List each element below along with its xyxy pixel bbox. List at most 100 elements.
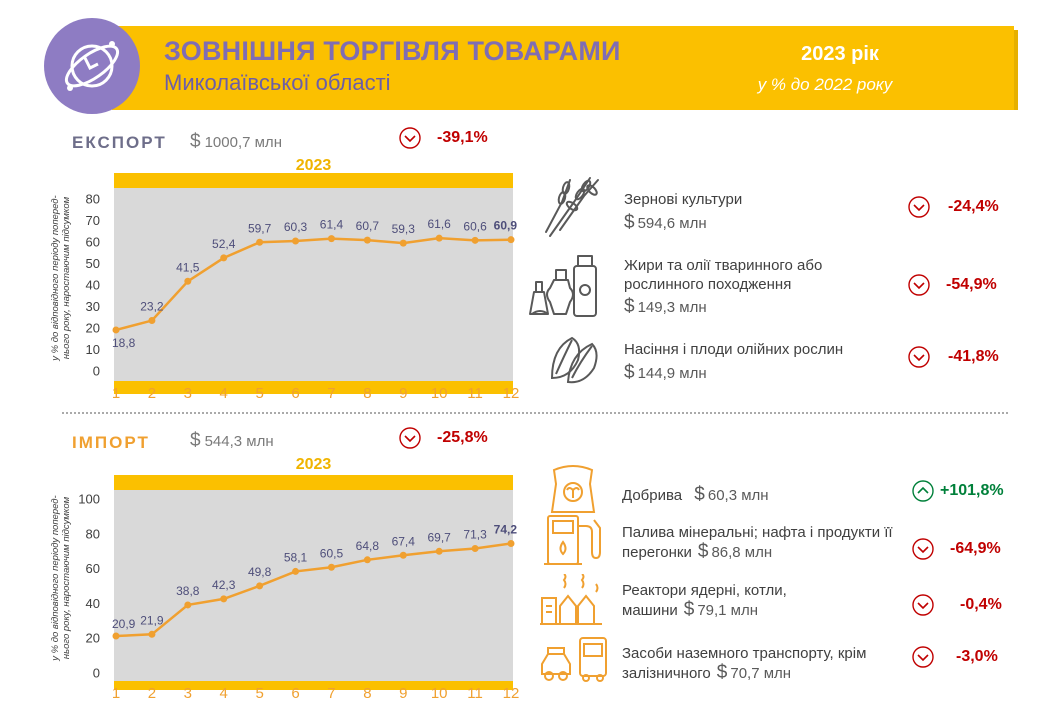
category-name: Жири та олії тваринного або рослинного п… [624, 257, 823, 293]
export-data-point [184, 277, 192, 285]
export-ytick-label: 40 [86, 278, 100, 293]
import-data-point [363, 556, 371, 564]
import-data-point [292, 567, 300, 575]
import-xtick-label: 5 [255, 685, 263, 702]
category-amount-value: 594,6 млн [637, 215, 707, 232]
category-amount: $70,7 млн [716, 662, 792, 683]
import-data-point [471, 545, 479, 553]
import-data-point [256, 582, 264, 590]
export-data-point [148, 317, 156, 325]
import-total: $544,3 млн [190, 430, 274, 452]
dollar-icon: $ [190, 131, 201, 152]
import-category-1: Добрива $60,3 млн [622, 485, 882, 505]
export-xtick-label: 1 [112, 385, 120, 402]
import-data-label: 69,7 [428, 530, 452, 544]
factory-icon [540, 574, 602, 625]
import-label: ІМПОРТ [72, 433, 150, 452]
category-amount-value: 144,9 млн [637, 365, 707, 382]
export-data-point [507, 236, 515, 244]
page-subtitle: Миколаївської області [164, 70, 391, 95]
dollar-icon: $ [190, 430, 201, 451]
category-change: -24,4% [948, 198, 999, 215]
export-xtick-label: 12 [503, 385, 520, 402]
category-amount-value: 60,3 млн [707, 487, 769, 504]
category-amount: $149,3 млн [624, 297, 884, 317]
export-data-label: 23,2 [140, 300, 164, 314]
export-xtick-label: 9 [399, 385, 407, 402]
import-total-value: 544,3 млн [204, 433, 274, 450]
category-name-text: Палива мінеральні; нафта і продукти її п… [622, 524, 893, 561]
sunflower-seeds-icon [550, 336, 598, 384]
category-name: Добрива [622, 487, 683, 504]
export-label: ЕКСПОРТ [72, 133, 167, 152]
header-band [112, 26, 1014, 110]
category-amount: $60,3 млн [694, 484, 769, 505]
down-arrow-icon [912, 538, 934, 560]
export-data-point [220, 254, 228, 262]
category-name: Реактори ядерні, котли, машини $79,1 млн [622, 581, 882, 620]
export-change: -39,1% [437, 129, 488, 146]
export-ytick-label: 10 [86, 342, 100, 357]
export-data-label: 52,4 [212, 237, 236, 251]
dollar-icon: $ [697, 541, 709, 562]
import-xtick-label: 6 [291, 685, 299, 702]
dollar-icon: $ [624, 296, 635, 317]
export-total: $1000,7 млн [190, 131, 282, 153]
export-xtick-label: 10 [431, 385, 448, 402]
export-category-3: Насіння і плоди олійних рослин $144,9 мл… [624, 340, 884, 383]
export-data-label: 41,5 [176, 260, 200, 274]
category-amount: $86,8 млн [697, 541, 772, 562]
export-category-1: Зернові культури $594,6 млн [624, 190, 884, 233]
down-arrow-icon [908, 196, 930, 218]
header-shadow [1014, 30, 1018, 110]
import-category-4: Засоби наземного транспорту, крім залізн… [622, 644, 902, 683]
export-data-point [435, 234, 443, 242]
down-arrow-icon [908, 346, 930, 368]
export-ytick-label: 70 [86, 213, 100, 228]
category-name: Палива мінеральні; нафта і продукти її п… [622, 523, 902, 562]
import-data-label: 42,3 [212, 578, 236, 592]
import-category-2: Палива мінеральні; нафта і продукти її п… [622, 523, 902, 562]
import-xtick-label: 7 [327, 685, 335, 702]
down-arrow-icon [912, 646, 934, 668]
export-xtick-label: 3 [184, 385, 192, 402]
export-data-point [471, 236, 479, 244]
export-ytick-label: 30 [86, 299, 100, 314]
import-data-point [327, 563, 335, 571]
import-ytick-label: 20 [86, 631, 100, 646]
export-ytick-label: 0 [93, 363, 100, 378]
import-data-label: 20,9 [112, 617, 136, 631]
dollar-icon: $ [694, 484, 705, 505]
export-chart-title: 2023 [296, 157, 332, 174]
export-data-point [327, 235, 335, 243]
import-plot-area [114, 490, 513, 681]
export-series-line [115, 236, 512, 332]
category-amount: $144,9 млн [624, 363, 884, 383]
import-xtick-label: 1 [112, 685, 120, 702]
import-series-line [115, 542, 512, 638]
dollar-icon: $ [624, 362, 635, 383]
category-name: Насіння і плоди олійних рослин [624, 341, 844, 358]
export-xtick-label: 11 [467, 385, 483, 402]
export-xtick-label: 2 [148, 385, 156, 402]
export-data-label: 60,7 [356, 219, 380, 233]
oil-bottles-icon [529, 255, 597, 317]
export-ytick-label: 50 [86, 256, 100, 271]
import-ytick-label: 100 [78, 492, 100, 507]
category-name: Засоби наземного транспорту, крім залізн… [622, 644, 902, 683]
import-data-label: 60,5 [320, 546, 344, 560]
export-xtick-label: 7 [327, 385, 335, 402]
category-amount-value: 70,7 млн [730, 665, 792, 682]
dollar-icon: $ [624, 212, 635, 233]
dollar-icon: $ [716, 662, 728, 683]
category-change: -41,8% [948, 348, 999, 365]
export-data-label: 60,6 [463, 219, 487, 233]
import-data-point [184, 601, 192, 609]
import-data-point [399, 551, 407, 559]
import-ytick-label: 80 [86, 526, 100, 541]
import-chart-title: 2023 [296, 456, 332, 473]
export-category-2: Жири та олії тваринного або рослинного п… [624, 256, 884, 317]
export-data-label: 61,6 [428, 217, 452, 231]
export-total-value: 1000,7 млн [204, 134, 282, 151]
export-xtick-label: 5 [255, 385, 263, 402]
